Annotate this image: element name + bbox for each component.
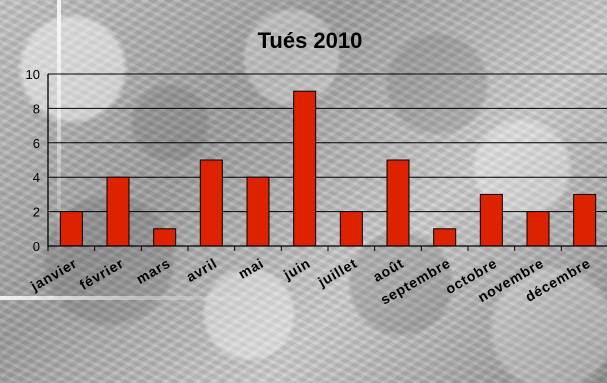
y-tick-label-10: 10 <box>26 67 40 82</box>
bar-octobre <box>479 193 503 247</box>
bar-novembre <box>526 211 550 247</box>
bar-septembre <box>433 228 457 247</box>
x-tick-label-mars: mars <box>133 255 173 287</box>
bar-décembre <box>573 193 597 247</box>
x-tick-label-juillet: juillet <box>314 255 359 290</box>
x-tick-label-février: février <box>77 255 127 293</box>
chart-title: Tués 2010 <box>258 28 363 53</box>
x-tick-label-mai: mai <box>236 255 267 282</box>
x-tick-label-janvier: janvier <box>27 255 80 295</box>
bar-mars <box>153 228 177 247</box>
axes-layer <box>47 74 607 251</box>
y-tick-label-0: 0 <box>33 239 40 254</box>
y-tick-label-6: 6 <box>33 136 40 151</box>
bar-août <box>386 159 410 247</box>
bar-juillet <box>339 211 363 247</box>
bar-mai <box>246 176 270 247</box>
bar-février <box>106 176 130 247</box>
y-axis-labels: 0 2 4 6 8 10 <box>26 67 40 254</box>
x-tick-label-avril: avril <box>183 255 219 285</box>
bar-juin <box>293 90 317 247</box>
x-tick-label-juin: juin <box>280 255 313 283</box>
y-tick-label-2: 2 <box>33 205 40 220</box>
bars-layer <box>59 90 597 247</box>
bar-janvier <box>59 211 83 247</box>
y-tick-label-4: 4 <box>33 170 40 185</box>
y-tick-label-8: 8 <box>33 101 40 116</box>
bar-avril <box>199 159 223 247</box>
grid-layer <box>48 73 607 247</box>
